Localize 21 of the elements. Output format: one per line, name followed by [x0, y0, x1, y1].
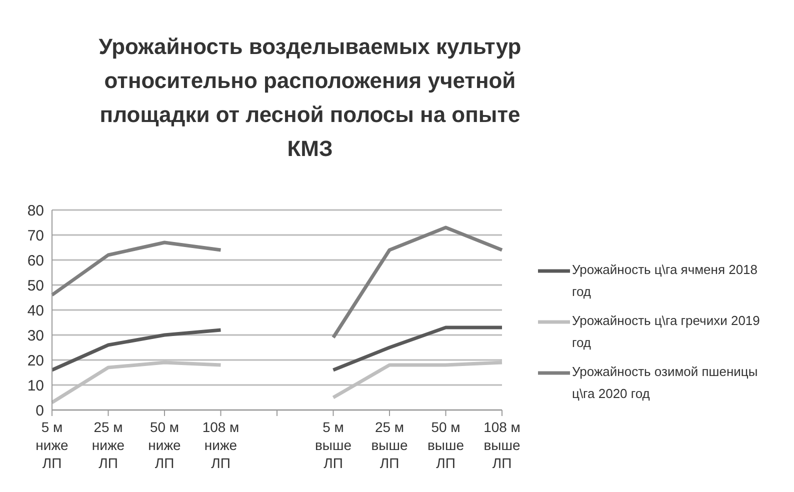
- x-tick-label: 50 м выше ЛП: [427, 419, 464, 471]
- x-tick-label: 5 м ниже ЛП: [36, 419, 69, 471]
- y-tick-label: 60: [27, 252, 44, 270]
- y-tick-label: 70: [27, 227, 44, 244]
- legend-label: Урожайность озимой пшеницы ц\га 2020 год: [572, 363, 759, 403]
- x-tick-label: 50 м ниже ЛП: [148, 419, 182, 471]
- legend-label: Урожайность ц\га гречихи 2019 год: [572, 312, 761, 352]
- y-tick-label: 10: [27, 377, 44, 394]
- y-tick-label: 30: [27, 327, 44, 344]
- legend-label: Урожайность ц\га ячменя 2018 год: [572, 261, 759, 301]
- chart-title: Урожайность возделываемых культур относительно расположения учетной площадки от лесной полосы на опыте КМЗ: [98, 33, 522, 163]
- y-tick-label: 50: [27, 277, 44, 294]
- x-tick-label: 108 м выше ЛП: [484, 419, 520, 471]
- y-tick-label: 80: [27, 202, 44, 220]
- y-tick-label: 40: [27, 302, 44, 320]
- x-tick-label: 5 м выше ЛП: [314, 419, 352, 471]
- y-tick-label: 20: [27, 352, 44, 370]
- x-tick-label: 108 м ниже ЛП: [202, 419, 240, 471]
- x-tick-label: 25 м ниже ЛП: [92, 419, 125, 471]
- y-tick-label: 0: [36, 402, 44, 420]
- x-tick-label: 25 м выше ЛП: [371, 419, 408, 471]
